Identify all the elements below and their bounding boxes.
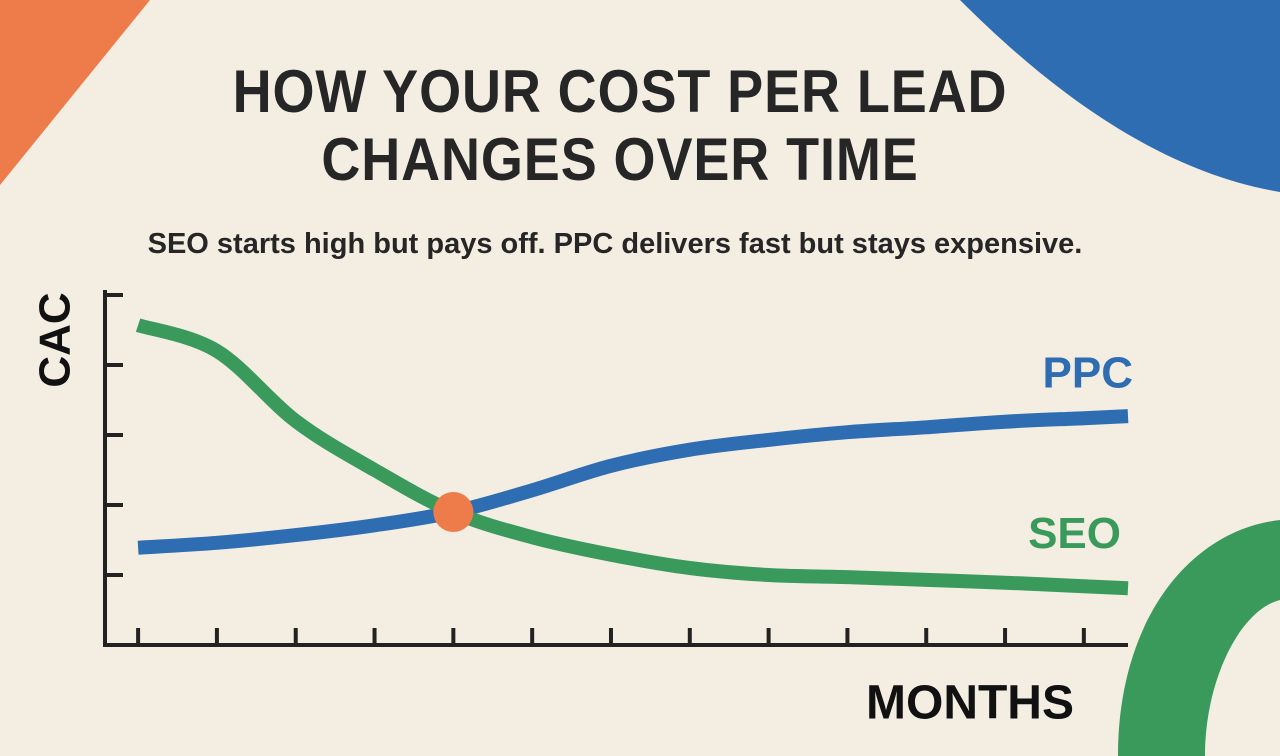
decor-corner	[0, 0, 150, 185]
series-label: SEO	[1028, 509, 1121, 558]
chart-title: HOW YOUR COST PER LEAD CHANGES OVER TIME	[232, 58, 1008, 193]
plot: PPC SEO	[103, 290, 1133, 647]
series-label: PPC	[1043, 349, 1133, 398]
intersection-dot	[433, 492, 474, 532]
series-line	[137, 409, 1129, 555]
y-axis-label: CAC	[31, 292, 80, 387]
series-line	[135, 318, 1129, 596]
chart-subtitle: SEO starts high but pays off. PPC delive…	[147, 228, 1083, 260]
x-axis-label: MONTHS	[866, 677, 1074, 730]
decor-arc	[1118, 520, 1280, 756]
decor-blob	[960, 0, 1280, 192]
